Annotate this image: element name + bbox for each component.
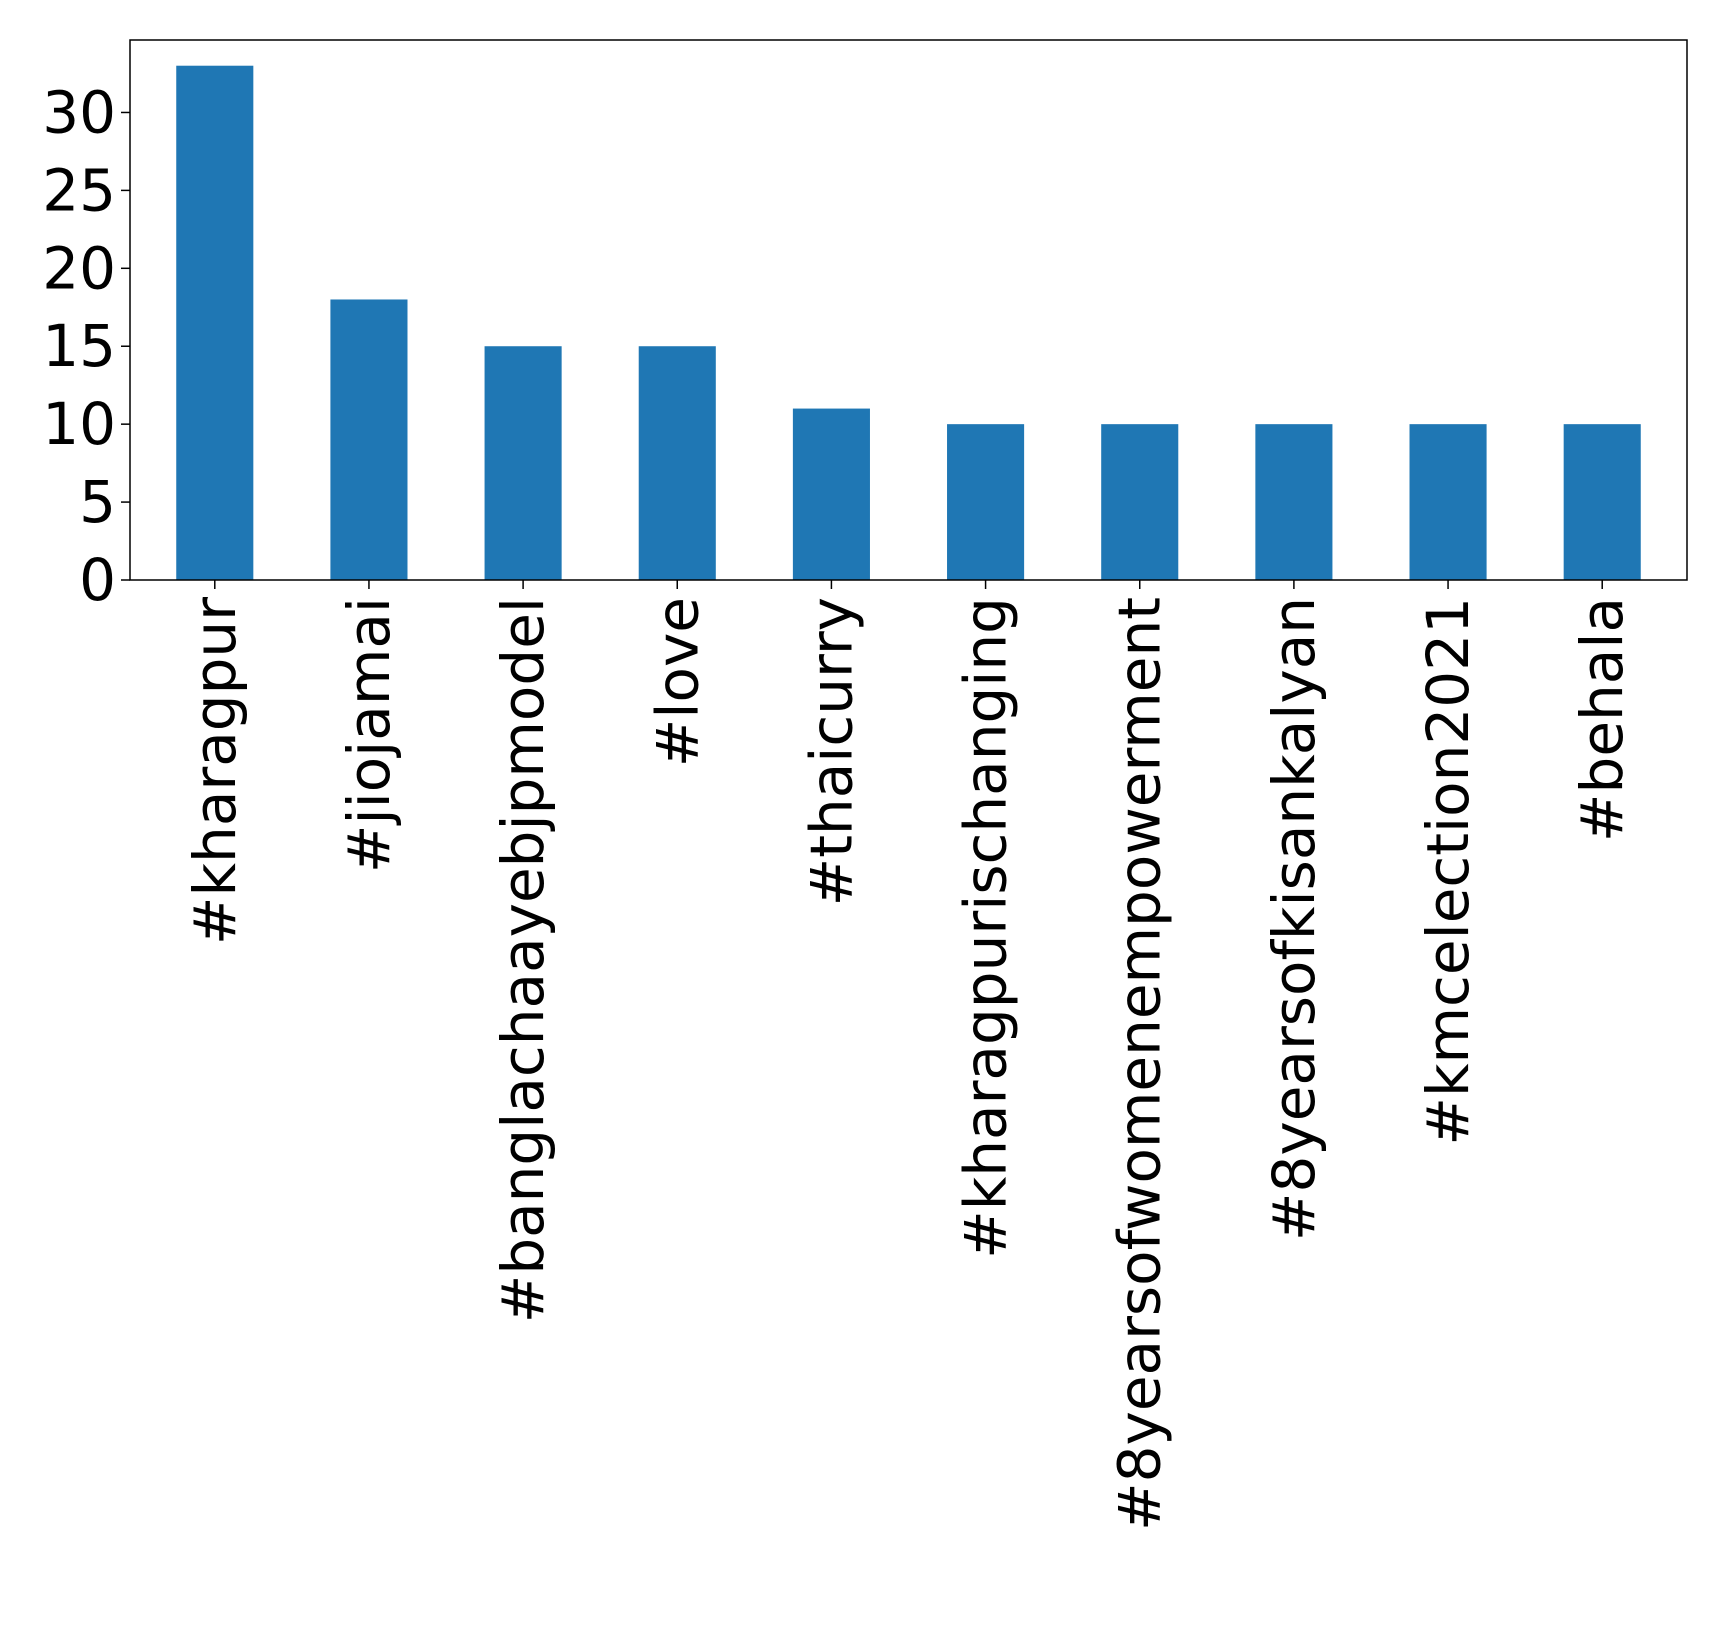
x-tick-label: #kmcelection2021 [1414,597,1482,1146]
x-tick-label: #banglachaayebjpmodel [489,597,557,1323]
bar [638,346,716,580]
x-tick-label: #thaicurry [797,597,865,906]
plot-area-frame [129,39,1688,581]
bar [330,299,408,580]
bar [792,408,870,580]
bar [947,424,1025,580]
x-tick-label: #8yearsofkisankalyan [1260,597,1328,1241]
x-tick-label: #behala [1568,597,1636,842]
y-tick-label: 10 [42,390,116,458]
x-tick-label: #kharagpur [181,597,249,945]
bar [1255,424,1333,580]
y-tick-label: 5 [79,468,116,536]
x-tick-label: #jiojamai [335,597,403,873]
bar [1563,424,1641,580]
x-axis: #kharagpur #jiojamai #banglachaayebjpmodel… [181,580,1636,1531]
x-tick-label: #kharagpurischanging [952,597,1020,1259]
bar [176,65,254,580]
y-tick-label: 20 [42,234,116,302]
y-tick-label: 30 [42,78,116,146]
bar [1409,424,1487,580]
y-tick-label: 15 [42,312,116,380]
y-tick-label: 25 [42,156,116,224]
bars-group [176,65,1641,580]
y-tick-label: 0 [79,546,116,614]
x-tick-label: #love [643,597,711,767]
bar [484,346,562,580]
y-axis: 0 5 10 15 20 25 30 [42,78,130,614]
x-tick-label: #8yearsofwomenempowerment [1106,597,1174,1531]
bar [1101,424,1179,580]
